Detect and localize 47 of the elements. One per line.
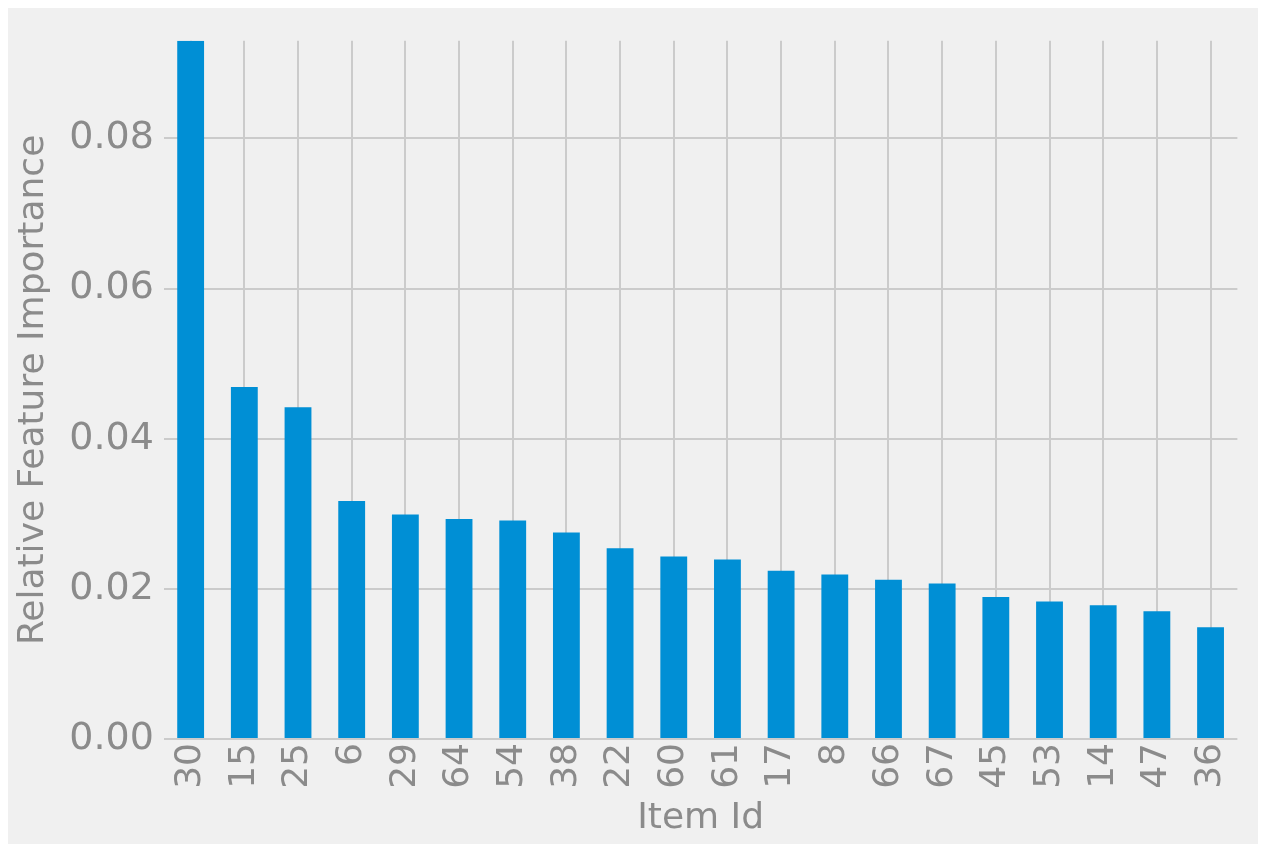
x-tick-label: 47 xyxy=(1133,742,1175,789)
x-tick-label: 22 xyxy=(596,742,638,789)
bar xyxy=(1197,627,1224,738)
x-tick-label: 60 xyxy=(650,742,692,789)
y-tick-label: 0.04 xyxy=(69,413,154,458)
y-tick-label: 0.06 xyxy=(69,263,154,308)
bar xyxy=(1089,605,1117,738)
x-tick-label: 30 xyxy=(167,742,209,789)
x-tick-label: 17 xyxy=(757,742,799,789)
bar xyxy=(982,597,1010,738)
y-axis-title: Relative Feature Importance xyxy=(9,134,51,646)
x-tick-label: 61 xyxy=(703,742,745,789)
x-tick-label: 6 xyxy=(328,742,370,766)
x-tick-label: 15 xyxy=(220,742,262,789)
x-tick-label: 25 xyxy=(274,742,316,789)
bar xyxy=(606,548,634,738)
bar xyxy=(391,514,419,738)
bar xyxy=(767,570,795,738)
x-tick-label: 67 xyxy=(918,742,960,789)
x-tick-label: 54 xyxy=(489,742,531,789)
bar xyxy=(177,40,205,738)
bar xyxy=(445,519,473,738)
bar xyxy=(230,386,258,738)
x-tick-label: 64 xyxy=(435,742,477,789)
bar xyxy=(499,520,527,738)
x-tick-label: 38 xyxy=(542,742,584,789)
bar xyxy=(875,579,902,738)
y-tick-label: 0.08 xyxy=(69,113,154,158)
x-axis-title: Item Id xyxy=(637,794,765,836)
x-tick-label: 8 xyxy=(811,742,853,766)
bar xyxy=(552,532,580,738)
x-tick-label: 36 xyxy=(1186,742,1228,789)
x-tick-label: 29 xyxy=(381,742,423,789)
bar xyxy=(928,583,956,738)
x-tick-label: 45 xyxy=(972,742,1014,789)
bar xyxy=(1143,611,1171,738)
bar xyxy=(284,407,312,738)
x-tick-label: 66 xyxy=(864,742,906,789)
y-tick-label: 0.00 xyxy=(69,713,154,758)
bar xyxy=(821,574,849,738)
x-tick-label: 14 xyxy=(1079,742,1121,789)
bar xyxy=(714,559,741,738)
y-tick-label: 0.02 xyxy=(69,563,154,608)
bar xyxy=(1036,601,1063,738)
x-tick-label: 53 xyxy=(1025,742,1067,789)
bar xyxy=(660,556,688,738)
bar xyxy=(338,501,366,738)
